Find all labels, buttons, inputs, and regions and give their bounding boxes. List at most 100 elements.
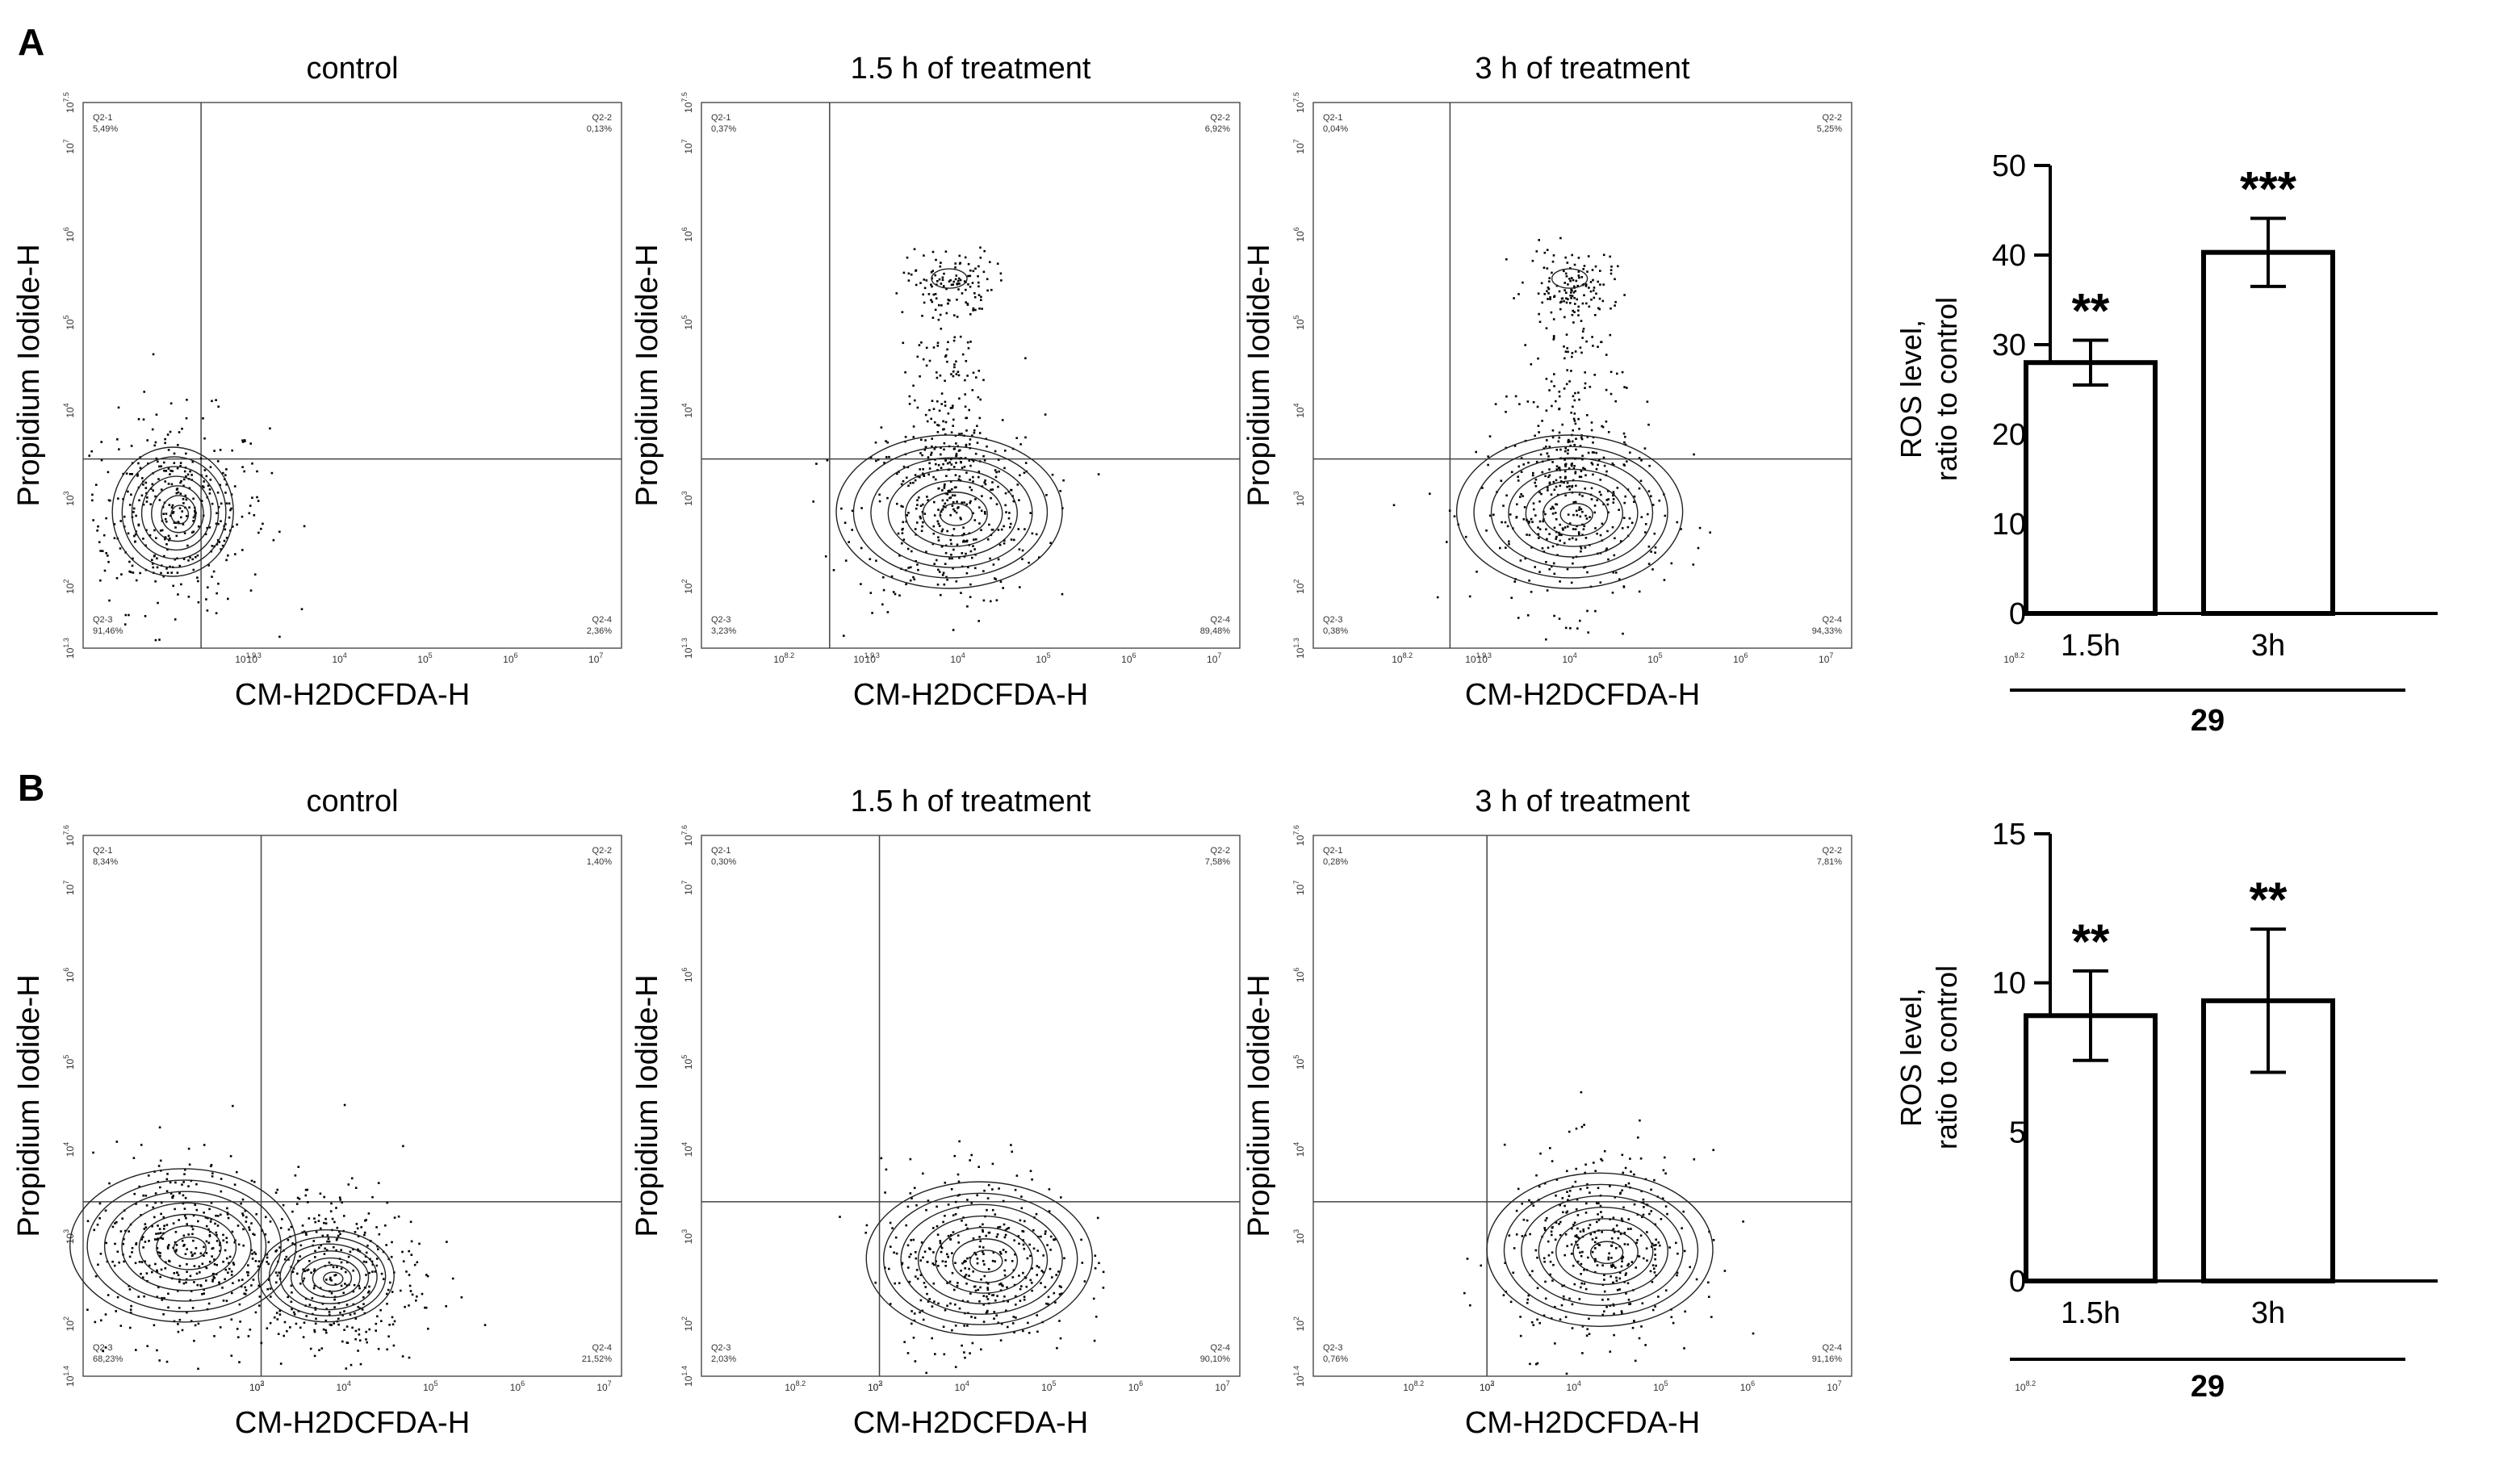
event-dot: [1615, 1224, 1618, 1227]
event-dot: [229, 1155, 232, 1157]
event-dot: [957, 277, 961, 280]
event-dot: [257, 531, 260, 534]
event-dot: [943, 484, 946, 488]
event-dot: [170, 469, 172, 472]
event-dot: [998, 1250, 1002, 1254]
event-dot: [216, 460, 220, 463]
event-dot: [1651, 568, 1654, 571]
event-dot: [192, 568, 195, 571]
event-dot: [937, 1302, 940, 1305]
event-dot: [1017, 1235, 1020, 1237]
event-dot: [295, 1322, 298, 1325]
event-dot: [974, 567, 977, 570]
event-dot: [343, 1215, 345, 1217]
event-dot: [968, 408, 970, 412]
event-dot: [96, 1224, 99, 1226]
event-dot: [889, 1221, 892, 1224]
event-dot: [930, 283, 932, 286]
quadrant-name: Q2-1: [1323, 846, 1342, 856]
event-dot: [924, 413, 927, 416]
event-dot: [966, 1227, 969, 1230]
event-dot: [935, 1260, 937, 1262]
event-dot: [957, 1241, 960, 1244]
event-dot: [142, 538, 144, 540]
event-dot: [1547, 1240, 1550, 1243]
event-dot: [102, 1350, 104, 1353]
contour-ring: [86, 1179, 282, 1312]
event-dot: [1006, 1228, 1009, 1230]
plot-frame: [82, 102, 622, 649]
event-dot: [1584, 1163, 1587, 1166]
event-dot: [222, 471, 224, 475]
event-dot: [203, 1254, 205, 1258]
event-dot: [958, 433, 961, 435]
event-dot: [1592, 345, 1594, 347]
event-dot: [341, 1201, 343, 1204]
event-dot: [971, 282, 974, 284]
event-dot: [176, 488, 179, 490]
event-dot: [131, 473, 133, 475]
event-dot: [293, 1313, 296, 1316]
event-dot: [1573, 465, 1576, 467]
quadrant-name: Q2-1: [711, 846, 730, 856]
event-dot: [1655, 1244, 1657, 1246]
event-dot: [1655, 1264, 1657, 1267]
event-dot: [1580, 470, 1583, 472]
event-dot: [995, 1236, 998, 1238]
event-dot: [1579, 1251, 1581, 1254]
event-dot: [1627, 1218, 1630, 1220]
event-dot: [961, 501, 963, 504]
event-dot: [241, 441, 245, 443]
event-dot: [314, 1249, 316, 1253]
event-dot: [205, 598, 207, 601]
event-dot: [987, 1183, 990, 1187]
event-dot: [1621, 1312, 1623, 1315]
event-dot: [1572, 321, 1575, 324]
event-dot: [100, 1319, 103, 1322]
event-dot: [1624, 435, 1626, 438]
event-dot: [920, 529, 923, 533]
event-dot: [928, 359, 931, 362]
event-dot: [178, 1280, 181, 1283]
event-dot: [860, 507, 863, 509]
event-dot: [1628, 517, 1631, 520]
event-dot: [1607, 1298, 1610, 1301]
event-dot: [1010, 522, 1012, 525]
event-dot: [1597, 463, 1599, 467]
event-dot: [160, 571, 162, 575]
event-dot: [375, 1329, 377, 1332]
event-dot: [1646, 1231, 1648, 1233]
contour-ring: [121, 1202, 252, 1291]
event-dot: [1543, 1260, 1546, 1263]
event-dot: [1571, 1303, 1574, 1306]
event-dot: [994, 577, 996, 580]
event-dot: [1555, 1221, 1558, 1224]
event-dot: [88, 454, 90, 457]
event-dot: [168, 504, 171, 506]
event-dot: [993, 1311, 996, 1313]
event-dot: [948, 1280, 952, 1283]
event-dot: [1031, 1282, 1033, 1284]
y-axis-label: Propidium Iodide-H: [630, 244, 664, 506]
event-dot: [1584, 537, 1588, 539]
event-dot: [965, 445, 968, 447]
event-dot: [157, 1286, 160, 1289]
event-dot: [1502, 504, 1505, 507]
event-dot: [946, 1304, 948, 1307]
event-dot: [933, 447, 936, 450]
event-dot: [1599, 534, 1602, 537]
event-dot: [1567, 449, 1569, 451]
event-dot: [1605, 354, 1608, 356]
event-dot: [1602, 283, 1605, 286]
event-dot: [285, 1255, 288, 1258]
event-dot: [178, 1307, 181, 1309]
event-dot: [1526, 1298, 1530, 1301]
event-dot: [1574, 500, 1577, 504]
event-dot: [253, 514, 256, 517]
event-dot: [174, 1241, 177, 1244]
event-dot: [954, 278, 957, 281]
event-dot: [377, 1248, 379, 1250]
event-dot: [986, 1311, 989, 1313]
event-dot: [960, 1270, 962, 1272]
event-dot: [272, 538, 275, 542]
